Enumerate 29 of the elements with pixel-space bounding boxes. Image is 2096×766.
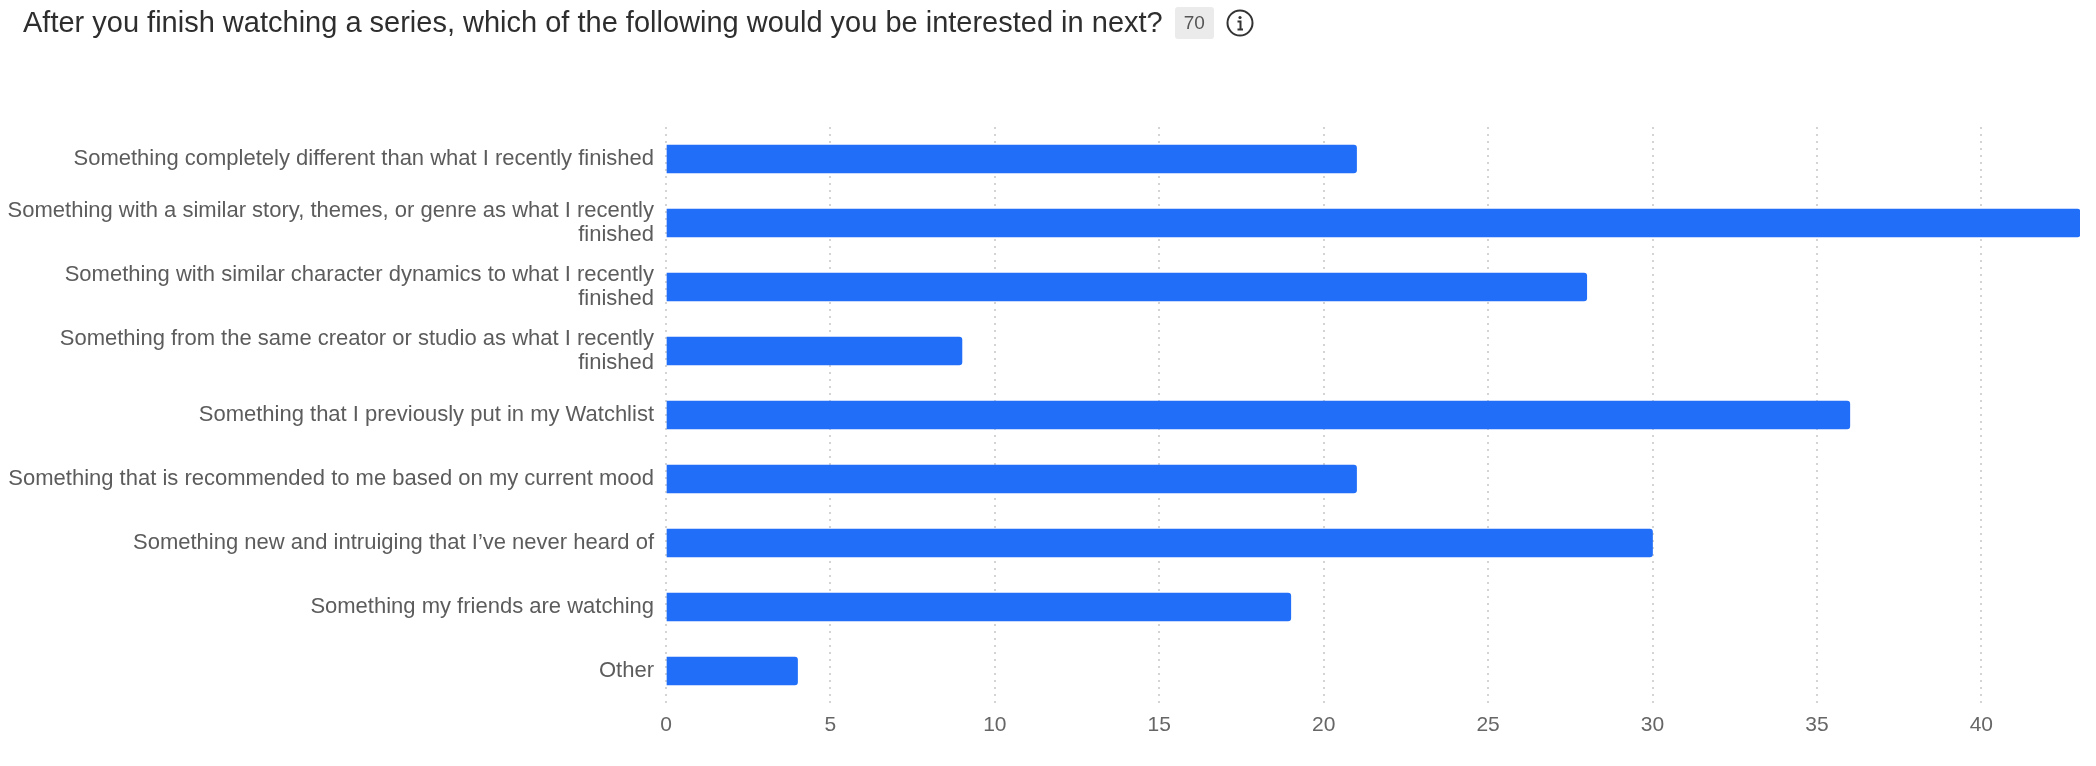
bar (666, 336, 963, 366)
x-tick-label: 10 (983, 712, 1007, 736)
chart-title: After you finish watching a series, which of the following would you be interested in next? (23, 6, 1163, 39)
bar (666, 272, 1588, 302)
x-tick-label: 20 (1311, 712, 1336, 736)
y-tick-label: Something that is recommended to me based on my current mood (8, 465, 654, 491)
x-tick-label: 40 (1969, 712, 1994, 736)
x-tick-label: 5 (824, 712, 837, 736)
bar (666, 592, 1292, 622)
y-tick-label: Something my friends are watching (310, 593, 654, 619)
y-tick-label: Something new and intruiging that I’ve never heard of (133, 529, 655, 555)
bar (666, 208, 2080, 238)
y-tick-label: Other (598, 657, 654, 683)
y-tick-label: Something that I previously put in my Watchlist (198, 401, 654, 427)
chart-subtitle: 70 (1174, 6, 1214, 39)
bar (666, 528, 1653, 558)
x-tick-label: 30 (1640, 712, 1665, 736)
y-tick-label: Something with similar character dynamics to what I recently finished (64, 260, 654, 311)
x-tick-label: 15 (1147, 712, 1171, 736)
x-tick-label: 25 (1476, 712, 1500, 736)
y-tick-label: Something completely different than what I recently finished (73, 145, 654, 171)
bar (666, 464, 1357, 494)
y-tick-label: Something from the same creator or studio as what I recently finished (59, 324, 654, 375)
x-tick-label: 0 (660, 712, 672, 736)
y-tick-label: Something with a similar story, themes, or genre as what I recently finished (7, 196, 654, 247)
bar (666, 144, 1357, 174)
bar (666, 400, 1851, 430)
x-tick-label: 35 (1805, 712, 1829, 736)
bar (666, 656, 798, 686)
